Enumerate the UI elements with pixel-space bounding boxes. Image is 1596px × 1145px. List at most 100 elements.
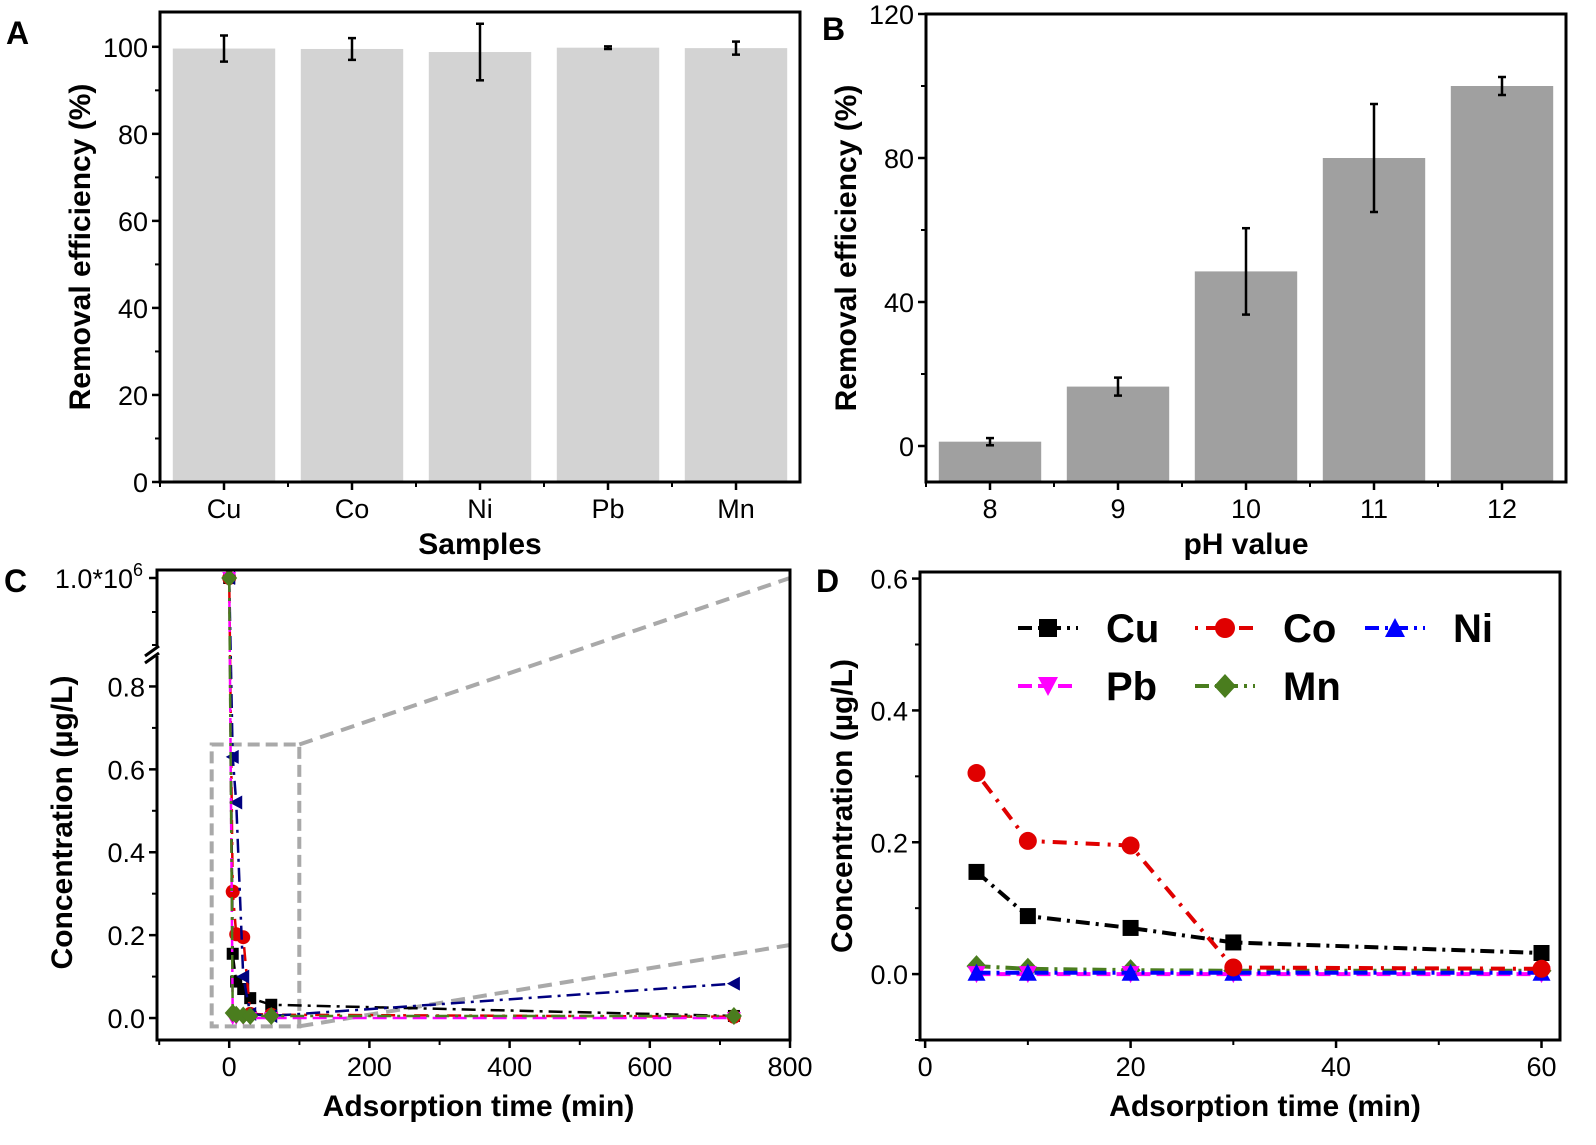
series-line-co — [227, 577, 734, 1019]
y-tick-label: 80 — [884, 144, 914, 174]
panel-label: A — [6, 15, 29, 51]
x-axis-label: pH value — [1183, 528, 1308, 561]
y-tick-label: 0.0 — [107, 1004, 145, 1034]
zoom-box — [209, 742, 302, 1029]
error-bar-cu — [220, 34, 228, 63]
data-point-cu — [968, 863, 985, 880]
y-tick-label: 40 — [118, 294, 148, 324]
plot-frame — [155, 568, 792, 1042]
data-point-ni — [225, 749, 239, 764]
series-ni — [967, 963, 1551, 981]
error-bar-ni — [476, 22, 484, 82]
x-tick-label: 20 — [1116, 1052, 1146, 1082]
bar-pb — [556, 47, 660, 483]
error-bar-10 — [1242, 226, 1250, 316]
x-tick-label: Mn — [717, 494, 755, 524]
y-tick-label: 120 — [869, 0, 914, 30]
bar-co — [300, 48, 404, 482]
y-tick-label: 0.2 — [870, 828, 908, 858]
data-point-mn — [263, 1006, 280, 1025]
data-point-cu — [226, 947, 239, 960]
y-tick-label-upper-exponent: 6 — [133, 560, 143, 580]
panel-label: D — [816, 563, 839, 599]
x-tick-label: 400 — [487, 1052, 532, 1082]
series-cu — [968, 863, 1550, 961]
legend-item-ni: Ni — [1365, 607, 1493, 651]
legend-label: Ni — [1453, 607, 1493, 651]
y-axis-label: Concentration (µg/L) — [46, 676, 79, 970]
data-point-cu — [1533, 944, 1550, 961]
x-axis-label: Samples — [418, 528, 541, 561]
x-tick-label: 12 — [1487, 494, 1517, 524]
x-tick-label: 11 — [1360, 494, 1388, 524]
x-tick-label: Cu — [207, 494, 242, 524]
legend-label: Co — [1283, 607, 1336, 651]
error-bar-11 — [1370, 102, 1378, 214]
series-line-co — [974, 771, 1542, 971]
error-bar-co — [348, 36, 356, 62]
legend-marker — [1215, 618, 1235, 638]
error-bar-12 — [1498, 75, 1506, 97]
x-tick-label: 0 — [222, 1052, 237, 1082]
x-tick-label: 10 — [1231, 494, 1261, 524]
x-tick-label: 800 — [767, 1052, 812, 1082]
data-point-ni — [236, 969, 250, 984]
legend-item-co: Co — [1195, 607, 1336, 651]
y-tick-label: 100 — [103, 33, 148, 63]
x-tick-label: Co — [335, 494, 370, 524]
x-tick-label: 8 — [982, 494, 997, 524]
x-tick-label: 60 — [1526, 1052, 1556, 1082]
bar-12 — [1450, 86, 1554, 482]
series-line-mn — [976, 964, 1542, 973]
y-tick-label: 0.2 — [107, 921, 145, 951]
y-tick-label: 0.0 — [870, 960, 908, 990]
data-point-ni — [726, 976, 740, 991]
panel-label: B — [822, 11, 845, 47]
axis-break-mark — [144, 644, 160, 658]
plot-frame — [158, 10, 802, 484]
y-tick-label: 0 — [133, 468, 148, 498]
y-tick-label: 0.6 — [870, 565, 908, 595]
data-point-ni — [1121, 963, 1140, 981]
series-line-cu — [227, 577, 734, 1018]
y-tick-label: 0.4 — [870, 696, 908, 726]
y-axis-label: Removal efficiency (%) — [64, 84, 97, 411]
data-point-ni — [967, 963, 986, 981]
panel-label: C — [4, 563, 27, 599]
data-point-mn — [725, 1006, 742, 1025]
y-tick-label: 80 — [118, 120, 148, 150]
legend-label: Pb — [1106, 665, 1157, 709]
x-axis-label: Adsorption time (min) — [1109, 1090, 1421, 1123]
x-tick-label: 600 — [627, 1052, 672, 1082]
series-pb — [222, 572, 741, 1026]
data-point-co — [236, 930, 251, 945]
zoom-connector-bottom — [298, 943, 791, 1029]
axis-break-mark — [144, 651, 160, 665]
y-tick-label: 0.4 — [107, 838, 145, 868]
data-point-ni — [229, 795, 243, 810]
y-tick-label-upper: 1.0*106 — [55, 560, 143, 594]
y-tick-label: 0.8 — [107, 672, 145, 702]
series-line-cu — [975, 870, 1542, 955]
y-tick-label: 0.6 — [107, 755, 145, 785]
series-co — [967, 764, 1551, 978]
data-point-cu — [1019, 908, 1036, 925]
data-point-cu — [244, 992, 257, 1005]
y-tick-label: 60 — [118, 207, 148, 237]
y-tick-label-upper-base: 1.0*10 — [55, 564, 133, 594]
bar-8 — [938, 441, 1042, 482]
panel-d: D 0 20 40 60 0.0 0.2 0.4 0.6 Adsorption time (min… — [816, 563, 1562, 1123]
x-tick-label: 0 — [918, 1052, 933, 1082]
x-tick-label: 200 — [347, 1052, 392, 1082]
error-bar-pb — [604, 45, 612, 51]
legend-item-mn: Mn — [1195, 665, 1341, 709]
series-mn — [221, 569, 742, 1025]
legend-label: Mn — [1283, 665, 1341, 709]
legend-label: Cu — [1106, 607, 1159, 651]
data-point-cu — [1225, 934, 1242, 951]
data-point-cu — [1122, 919, 1139, 936]
bar-mn — [684, 48, 788, 483]
series-line-mn — [227, 577, 734, 1018]
